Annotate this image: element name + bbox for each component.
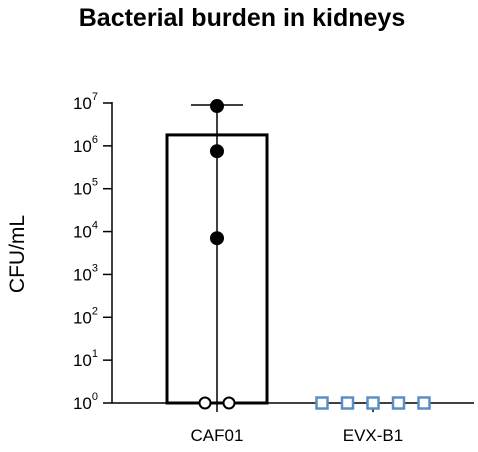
y-tick-label-0: 100: [73, 391, 98, 413]
x-tick-label-caf01: CAF01: [191, 426, 244, 445]
x-tick-label-evx-b1: EVX-B1: [343, 426, 403, 445]
y-axis-label: CFU/mL: [6, 215, 29, 293]
data-point-caf01-4: [222, 396, 236, 410]
data-point-caf01-2: [210, 231, 224, 246]
data-point-evx-b1-3: [391, 396, 406, 410]
y-tick-label-2: 102: [73, 305, 98, 327]
y-tick-label-5: 105: [73, 177, 98, 199]
y-tick-label-4: 104: [73, 220, 98, 242]
plot-area: 100 101 102 103 104 105 106 107 CAF01 EVX-B1: [73, 91, 474, 445]
data-point-evx-b1-1: [340, 396, 355, 410]
y-tick-label-6: 106: [73, 134, 98, 156]
y-tick-label-7: 107: [73, 91, 98, 113]
data-point-caf01-3: [198, 396, 212, 410]
chart-title: Bacterial burden in kidneys: [79, 4, 406, 32]
y-tick-label-3: 103: [73, 262, 98, 284]
data-point-evx-b1-0: [315, 396, 329, 410]
data-point-evx-b1-2: [366, 396, 380, 410]
y-tick-label-1: 101: [73, 348, 98, 370]
data-point-evx-b1-4: [417, 396, 431, 410]
data-point-caf01-0: [210, 99, 224, 114]
data-point-caf01-1: [210, 144, 224, 159]
